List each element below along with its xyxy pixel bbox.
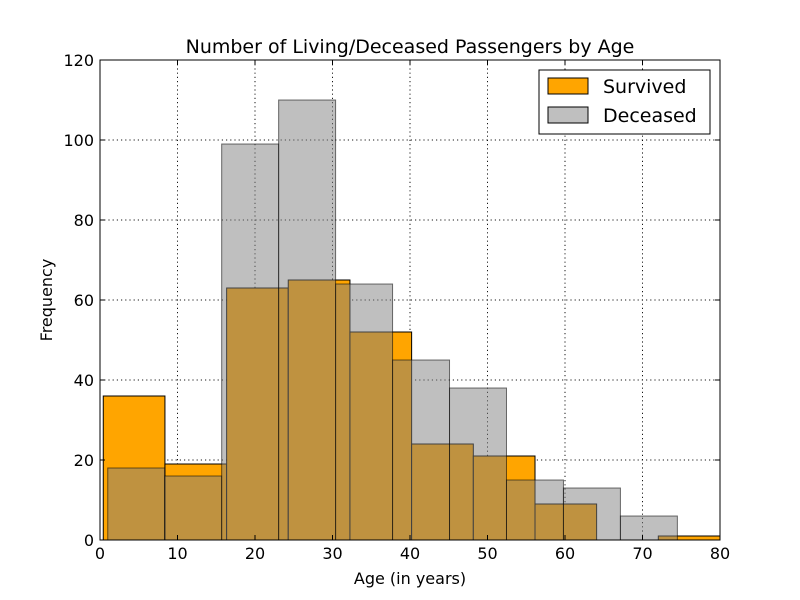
bar-deceased [335,283,394,541]
x-tick-label: 0 [95,544,105,563]
y-tick-label: 0 [84,531,94,550]
bars [102,99,721,541]
x-tick-label: 70 [632,544,652,563]
y-tick-label: 80 [74,211,94,230]
legend-swatch-survived [547,77,589,95]
x-tick-label: 80 [710,544,730,563]
legend: Survived Deceased [538,69,711,135]
y-tick-label: 100 [63,131,94,150]
bar-deceased [278,99,337,541]
bar-deceased [449,387,507,541]
tick-labels: 0 10 20 30 40 50 60 70 80 0 20 40 60 80 100 120 [63,51,730,563]
x-axis-label: Age (in years) [354,569,466,588]
x-tick-label: 30 [322,544,342,563]
legend-label-deceased: Deceased [603,105,697,127]
y-tick-label: 40 [74,371,94,390]
x-tick-label: 50 [477,544,497,563]
bar-deceased [164,475,223,541]
bar-deceased [619,515,678,541]
x-tick-label: 10 [167,544,187,563]
legend-label-survived: Survived [603,76,686,98]
y-tick-label: 60 [74,291,94,310]
x-tick-label: 20 [245,544,265,563]
x-tick-label: 40 [400,544,420,563]
y-tick-label: 120 [63,51,94,70]
ticks [99,59,721,541]
legend-swatch-deceased [547,106,589,124]
bar-deceased [221,143,280,541]
y-axis-label: Frequency [37,259,56,342]
chart-title: Number of Living/Deceased Passengers by … [186,36,635,58]
bar-deceased [392,359,451,541]
bar-deceased [562,487,621,541]
bar-deceased [107,467,166,541]
x-tick-label: 60 [555,544,575,563]
y-tick-label: 20 [74,451,94,470]
bar-deceased [505,479,564,541]
